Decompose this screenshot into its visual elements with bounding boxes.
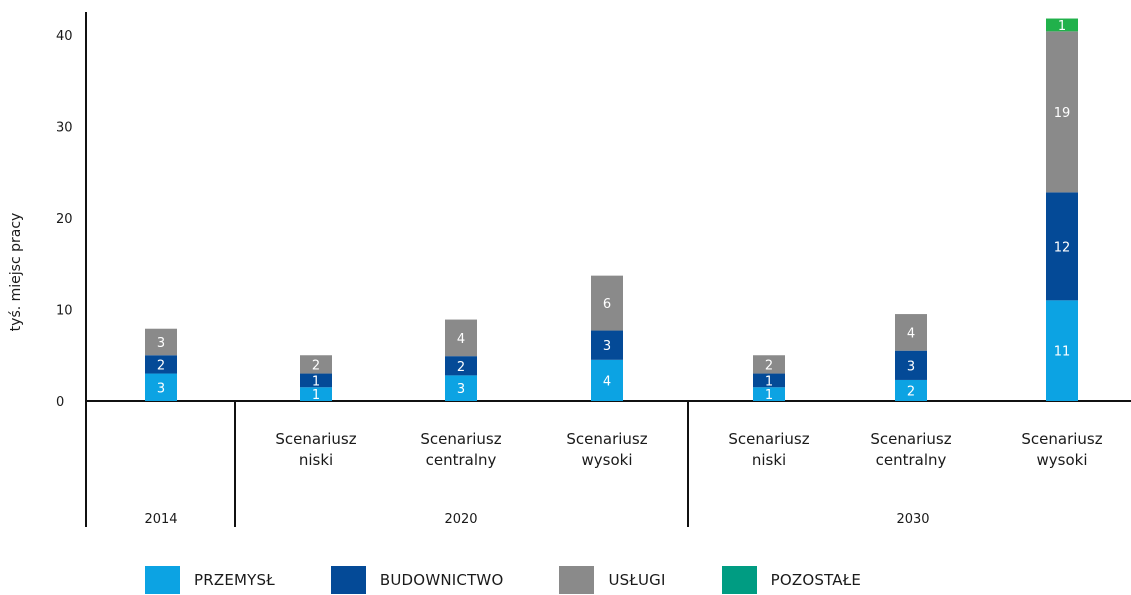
bar-budownictwo-5 [753,373,785,388]
category-labels: Scenariusz niski Scenariusz centralny Scenar… [275,430,1102,469]
y-tick-label-30: 30 [56,121,73,136]
bar-przemysl-2 [300,387,332,401]
bar-uslugi-7 [1046,31,1078,193]
bar-value-label-budownictwo-6: 3 [907,359,915,374]
category-label-6: Scenariusz centralny [870,430,951,469]
bar-przemysl-4 [591,359,623,401]
legend-item-uslugi: USŁUGI [559,566,665,594]
group-label-2014: 2014 [144,512,177,527]
legend-item-przemysl: PRZEMYSŁ [145,566,275,594]
category-label-4: Scenariusz wysoki [566,430,647,469]
bar-value-label-uslugi-4: 6 [603,297,611,312]
bar-value-label-przemysl-7: 11 [1054,345,1071,360]
bar-value-label-uslugi-1: 3 [157,336,165,351]
category-label-2: Scenariusz niski [275,430,356,469]
bar-uslugi-1 [145,328,177,356]
bar-value-label-przemysl-3: 3 [457,382,465,397]
legend-swatch-pozostale [721,566,757,594]
bar-value-label-przemysl-6: 2 [907,384,915,399]
legend-label-uslugi: USŁUGI [608,571,666,589]
y-axis-title-text: tyś. miejsc pracy [8,213,24,332]
bar-uslugi-5 [753,355,785,374]
bar-value-label-budownictwo-7: 12 [1054,240,1071,255]
bar-uslugi-2 [300,355,332,374]
legend-label-pozostale: POZOSTAŁE [770,571,862,589]
bar-value-label-przemysl-2: 1 [312,388,320,403]
y-tick-label-0: 0 [56,395,64,410]
axes [85,12,1131,527]
y-tick-label-10: 10 [56,304,73,319]
bar-przemysl-6 [895,379,927,401]
bar-budownictwo-3 [445,356,477,376]
bar-value-label-budownictwo-2: 1 [312,374,320,389]
y-tick-label-40: 40 [56,29,73,44]
bar-value-label-uslugi-3: 4 [457,332,465,347]
legend-swatch-przemysl [145,566,180,594]
bar-value-label-pozostale-7: 1 [1058,19,1066,34]
y-axis-ticks: 0 10 20 30 40 [56,29,73,410]
bar-value-label-przemysl-1: 3 [157,381,165,396]
bar-value-label-uslugi-5: 2 [765,358,773,373]
legend-item-budownictwo: BUDOWNICTWO [330,566,504,594]
legend-swatch-budownictwo [330,566,366,594]
legend-label-budownictwo: BUDOWNICTWO [379,571,504,589]
bar-budownictwo-4 [591,330,623,360]
group-labels: 2014 2020 2030 [144,512,929,527]
group-label-2020: 2020 [444,512,477,527]
bar-budownictwo-6 [895,350,927,380]
bar-przemysl-3 [445,375,477,401]
bar-uslugi-3 [445,319,477,357]
legend-swatch-uslugi [559,566,595,594]
legend: PRZEMYSŁ BUDOWNICTWO USŁUGI POZOSTAŁE [145,565,917,595]
legend-item-pozostale: POZOSTAŁE [721,566,862,594]
bar-value-label-uslugi-2: 2 [312,358,320,373]
y-tick-label-20: 20 [56,212,73,227]
bar-value-label-budownictwo-5: 1 [765,374,773,389]
category-label-3: Scenariusz centralny [420,430,501,469]
bar-uslugi-6 [895,314,927,351]
bar-value-label-budownictwo-4: 3 [603,339,611,354]
bar-pozostale-7 [1046,18,1078,32]
bar-value-label-budownictwo-1: 2 [157,358,165,373]
bar-budownictwo-2 [300,373,332,388]
bar-uslugi-4 [591,275,623,331]
group-label-2030: 2030 [896,512,929,527]
category-label-5: Scenariusz niski [728,430,809,469]
bar-value-label-przemysl-5: 1 [765,388,773,403]
bar-value-label-przemysl-4: 4 [603,374,611,389]
bar-przemysl-5 [753,387,785,401]
bar-budownictwo-7 [1046,192,1078,301]
bar-budownictwo-1 [145,355,177,374]
category-label-7: Scenariusz wysoki [1021,430,1102,469]
bar-value-label-uslugi-6: 4 [907,326,915,341]
bar-value-label-budownictwo-3: 2 [457,360,465,375]
bar-przemysl-7 [1046,300,1078,401]
legend-label-przemysl: PRZEMYSŁ [194,571,275,589]
y-axis-title: tyś. miejsc pracy [8,213,24,332]
bar-przemysl-1 [145,373,177,401]
bar-value-label-uslugi-7: 19 [1054,106,1071,121]
